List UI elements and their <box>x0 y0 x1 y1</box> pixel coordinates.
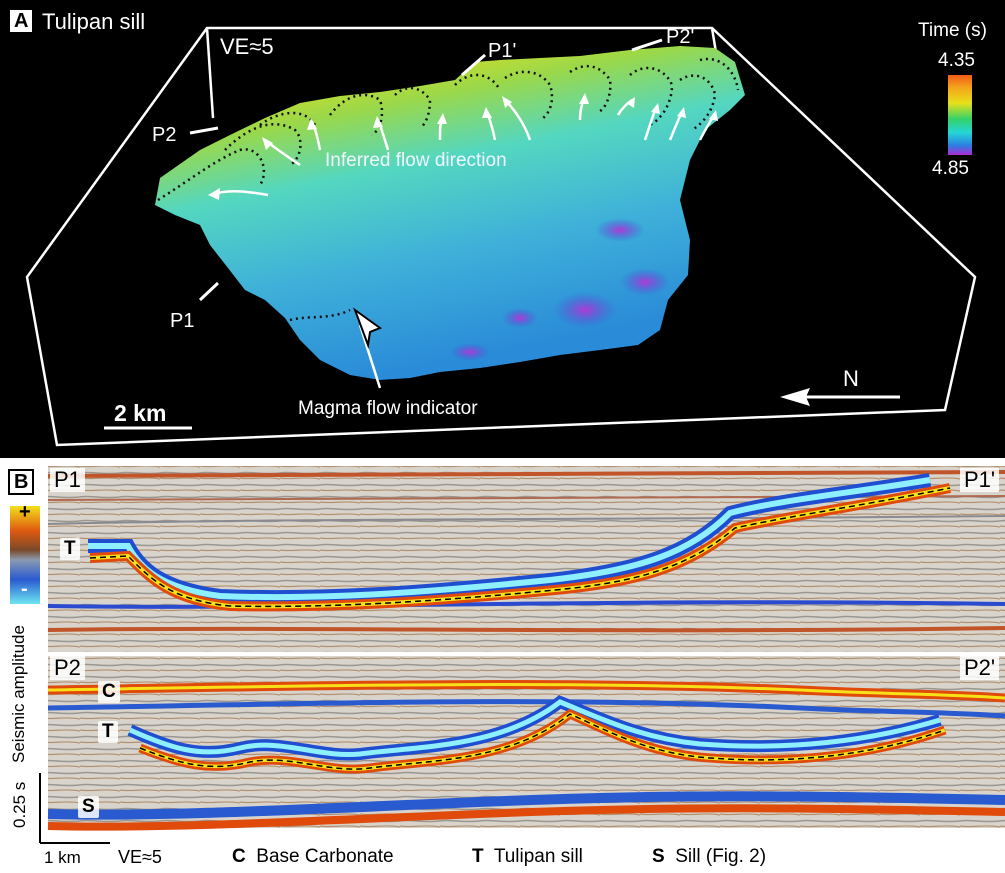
flow-lobe-outlines <box>157 57 740 322</box>
legend-key-t: T <box>472 846 484 867</box>
inferred-flow-label: Inferred flow direction <box>325 150 507 171</box>
legend-key-s: S <box>652 846 665 867</box>
time-scale-label: 0.25 s <box>10 781 29 828</box>
scale-bar-label: 2 km <box>114 400 167 426</box>
section2-tag-c: C <box>98 681 120 703</box>
time-colorbar <box>948 75 972 155</box>
legend-text-c: Base Carbonate <box>256 846 394 867</box>
north-label: N <box>843 366 859 391</box>
profile-label-p1-prime: P1' <box>488 40 517 62</box>
seismic-sections <box>10 466 1005 844</box>
amplitude-colorbar <box>10 506 40 604</box>
profile-label-p1: P1 <box>170 310 195 332</box>
seismic-section-p1 <box>47 466 1005 652</box>
panel-a-3d-view: A Tulipan sill VE≈5 Time (s) 4.35 4.85 P… <box>0 0 1005 458</box>
seismic-amplitude-label: Seismic amplitude <box>9 625 28 763</box>
sill-3d-render <box>25 26 977 447</box>
polarity-minus: - <box>21 578 28 600</box>
legend-text-t: Tulipan sill <box>493 846 583 867</box>
section1-right-label: P1' <box>960 468 1000 492</box>
magma-flow-indicator-arrow <box>352 307 383 389</box>
section2-tag-s: S <box>78 796 99 818</box>
sill-surface <box>155 46 745 380</box>
section2-left-label: P2 <box>50 656 85 680</box>
flow-arrowheads <box>208 93 718 200</box>
section2-tag-t: T <box>98 721 118 743</box>
section2-right-label: P2' <box>960 656 1000 680</box>
legend-key-c: C <box>232 846 246 867</box>
legend-item-s: S Sill (Fig. 2) <box>652 846 766 868</box>
section1-tag-t: T <box>60 538 80 560</box>
colorbar-title: Time (s) <box>918 20 987 41</box>
vertical-exaggeration-b: VE≈5 <box>118 847 162 867</box>
panel-b-label: B <box>8 469 35 495</box>
profile-leaders <box>189 38 663 302</box>
north-arrow <box>780 388 900 406</box>
magma-flow-indicator-label: Magma flow indicator <box>298 398 478 419</box>
seismic-section-p2 <box>47 656 1005 831</box>
panel-a-label: A <box>8 8 35 34</box>
panel-a-title: Tulipan sill <box>42 9 146 34</box>
panel-b-seismic: B + - Seismic amplitude 0.25 s P1 P1' T … <box>0 458 1005 873</box>
legend-item-t: T Tulipan sill <box>472 846 583 868</box>
km-scale-label: 1 km <box>44 848 81 867</box>
legend-item-c: C Base Carbonate <box>232 846 394 868</box>
profile-label-p2-prime: P2' <box>666 26 695 48</box>
profile-label-p2: P2 <box>152 124 177 146</box>
polarity-plus: + <box>19 501 31 523</box>
section1-left-label: P1 <box>50 468 85 492</box>
vertical-exaggeration-a: VE≈5 <box>220 34 274 59</box>
colorbar-top-value: 4.35 <box>938 50 975 71</box>
legend-text-s: Sill (Fig. 2) <box>675 846 767 867</box>
colorbar-bottom-value: 4.85 <box>932 158 969 179</box>
